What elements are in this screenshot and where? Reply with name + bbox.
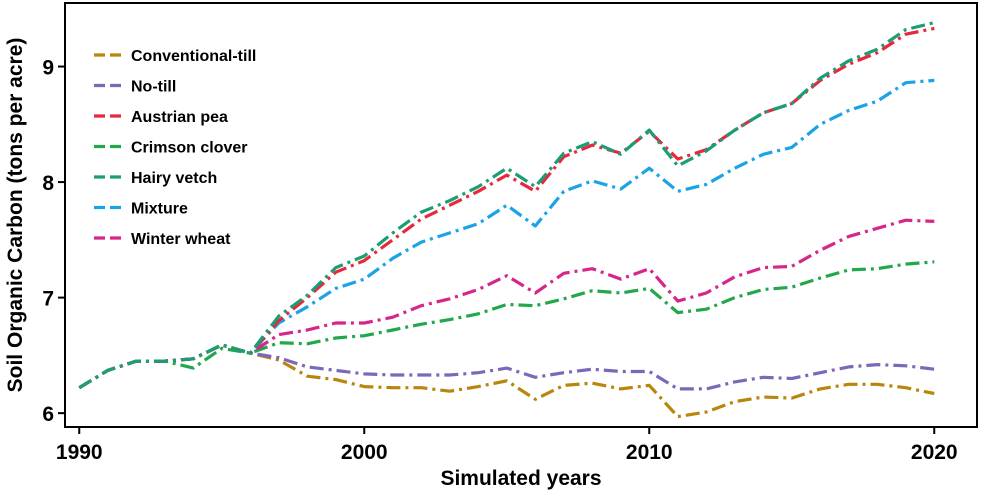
legend-item-winter-wheat: Winter wheat (94, 231, 231, 248)
legend-label: Mixture (131, 201, 188, 218)
x-tick-label: 2010 (626, 441, 673, 464)
legend-label: Austrian pea (131, 109, 228, 126)
series-layer (78, 21, 935, 419)
series-line-crimson-clover (78, 260, 935, 390)
legend-label: Hairy vetch (131, 170, 217, 187)
y-axis-title: Soil Organic Carbon (tons per acre) (4, 38, 27, 393)
series-line-no-till (78, 343, 935, 391)
x-tick-label: 2020 (911, 441, 958, 464)
legend-item-austrian-pea: Austrian pea (94, 109, 228, 126)
legend-item-hairy-vetch: Hairy vetch (94, 170, 217, 187)
legend-item-mixture: Mixture (94, 201, 188, 218)
legend-label: Conventional-till (131, 48, 256, 65)
y-tick-label: 6 (42, 403, 54, 426)
legend-item-no-till: No-till (94, 79, 176, 96)
legend-item-conventional-till: Conventional-till (94, 48, 256, 65)
y-tick-label: 7 (42, 288, 54, 311)
x-tick-label: 2000 (341, 441, 388, 464)
legend-label: No-till (131, 79, 176, 96)
series-line-conventional-till (78, 343, 935, 419)
y-tick-label: 9 (42, 57, 54, 80)
axis-layer: 1990 2000 2010 2020 6 7 8 9 (42, 57, 957, 464)
legend: Conventional-till No-till Austrian pea Crim… (94, 48, 256, 248)
x-tick-label: 1990 (56, 441, 103, 464)
x-axis-title: Simulated years (440, 467, 601, 490)
legend-label: Winter wheat (131, 231, 231, 248)
series-line-mixture (78, 78, 935, 390)
series-line-winter-wheat (78, 218, 935, 390)
y-tick-label: 8 (42, 172, 54, 195)
series-line-hairy-vetch (78, 21, 935, 390)
legend-label: Crimson clover (131, 140, 247, 157)
legend-item-crimson-clover: Crimson clover (94, 140, 247, 157)
